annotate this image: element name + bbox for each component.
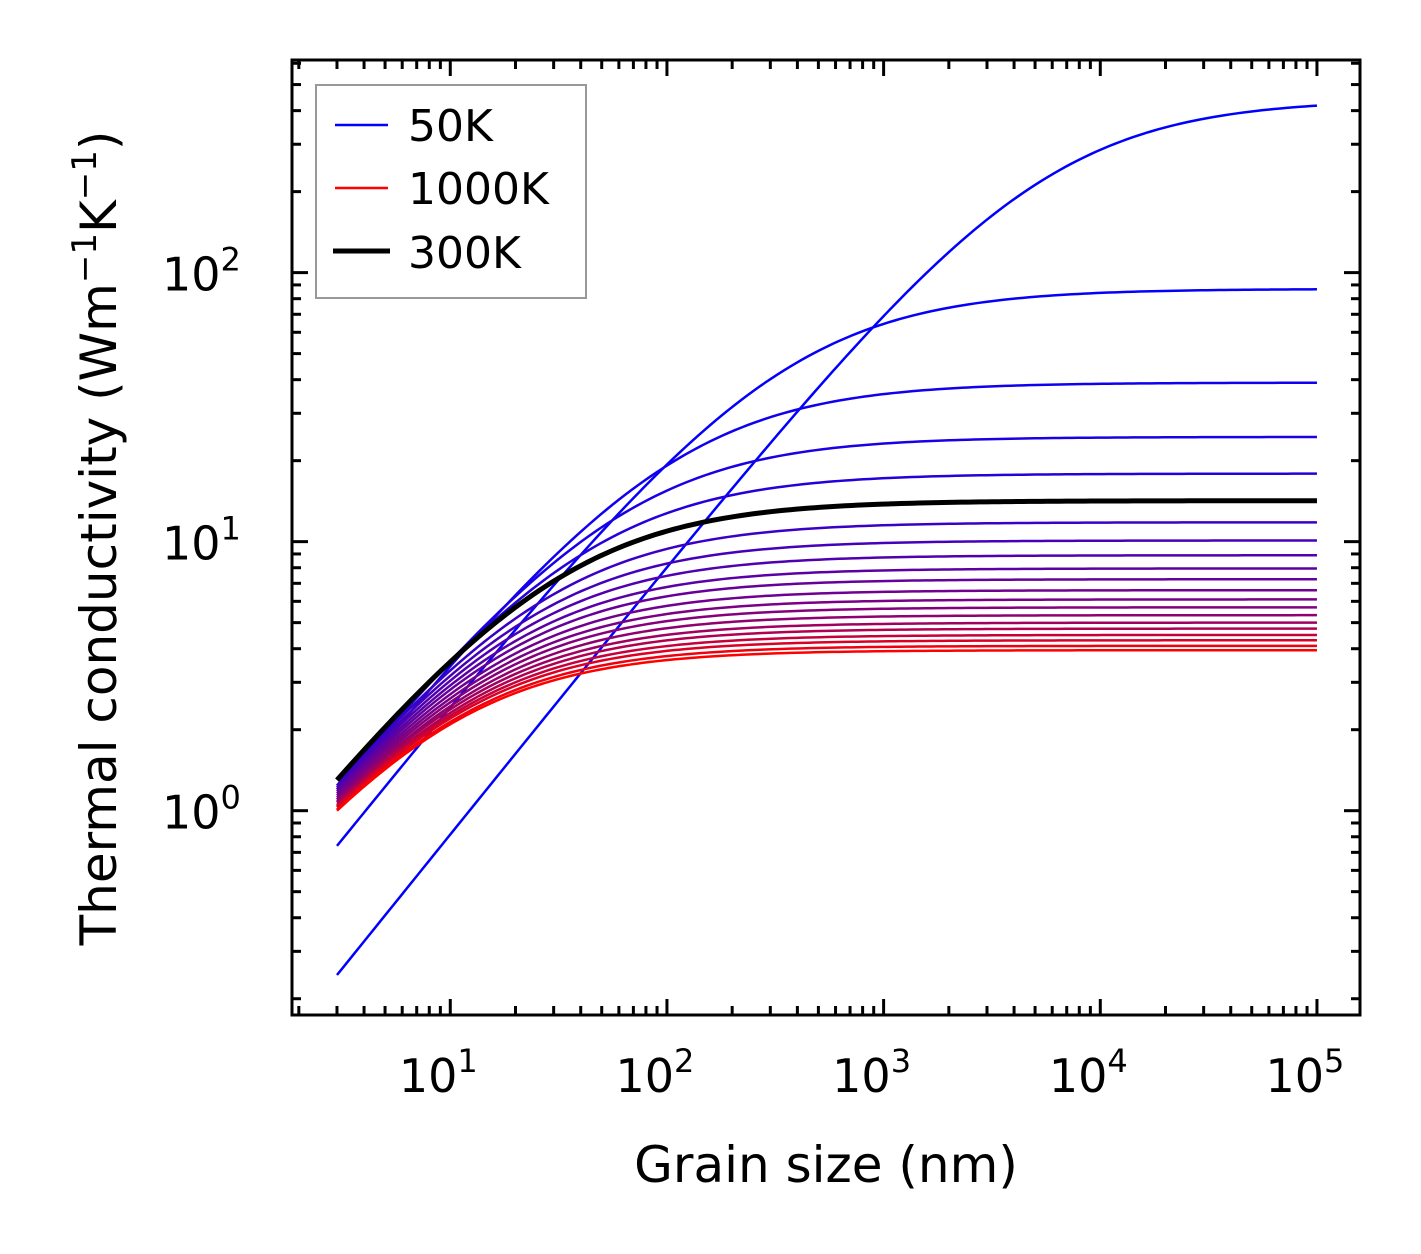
x-tick-label: 102 bbox=[615, 1042, 694, 1103]
y-axis-label-prefix: Thermal conductivity (Wm bbox=[70, 283, 128, 946]
series-line-t9 bbox=[336, 554, 1317, 791]
x-tick-label: 105 bbox=[1266, 1042, 1345, 1103]
series-line-300k bbox=[335, 498, 1317, 782]
series-line-t10 bbox=[336, 567, 1317, 793]
series-line-t13 bbox=[336, 598, 1317, 799]
series-line-t5 bbox=[336, 472, 1317, 787]
series-line-t17 bbox=[336, 627, 1317, 806]
legend-label-300k: 300K bbox=[408, 228, 522, 279]
series-line-t15 bbox=[336, 613, 1317, 803]
x-axis-label: Grain size (nm) bbox=[634, 1136, 1018, 1194]
plot-frame bbox=[290, 58, 1362, 1017]
y-axis-label: Thermal conductivity (Wm−1K−1) bbox=[65, 131, 128, 947]
y-axis-label-sup1: −1 bbox=[65, 233, 105, 283]
y-tick-label: 101 bbox=[162, 510, 241, 571]
series-line-t7 bbox=[336, 521, 1317, 787]
series-line-t11 bbox=[336, 577, 1317, 795]
y-tick-label: 100 bbox=[162, 779, 241, 840]
series-line-t18 bbox=[336, 633, 1317, 808]
series-line-t8 bbox=[336, 539, 1317, 789]
legend-label-1000k: 1000K bbox=[408, 164, 550, 215]
series-line-t20 bbox=[336, 644, 1317, 811]
series-line-t14 bbox=[336, 606, 1317, 801]
series-line-t4 bbox=[336, 435, 1317, 791]
y-axis-label-suffix: ) bbox=[70, 131, 128, 151]
x-tick-label: 103 bbox=[832, 1042, 911, 1103]
x-tick-labels: 101 102 103 104 105 bbox=[399, 1042, 1345, 1103]
x-tick-label: 104 bbox=[1049, 1042, 1128, 1103]
y-tick-label: 102 bbox=[162, 241, 241, 302]
series-line-t12 bbox=[336, 588, 1317, 797]
series-line-t2 bbox=[336, 288, 1317, 847]
legend-frame bbox=[315, 84, 587, 299]
legend: 50K 1000K 300K bbox=[315, 84, 587, 299]
series-line-t16 bbox=[336, 621, 1317, 804]
y-tick-labels: 100 101 102 bbox=[162, 241, 241, 840]
series-line-t19 bbox=[336, 639, 1317, 809]
y-axis-label-mid: K bbox=[70, 199, 128, 233]
series-line-1000k bbox=[336, 648, 1317, 812]
x-tick-label: 101 bbox=[399, 1042, 478, 1103]
series-line-50k bbox=[336, 104, 1318, 976]
series-layer bbox=[335, 104, 1318, 976]
legend-label-50k: 50K bbox=[408, 101, 494, 152]
y-axis-label-sup2: −1 bbox=[65, 150, 105, 200]
